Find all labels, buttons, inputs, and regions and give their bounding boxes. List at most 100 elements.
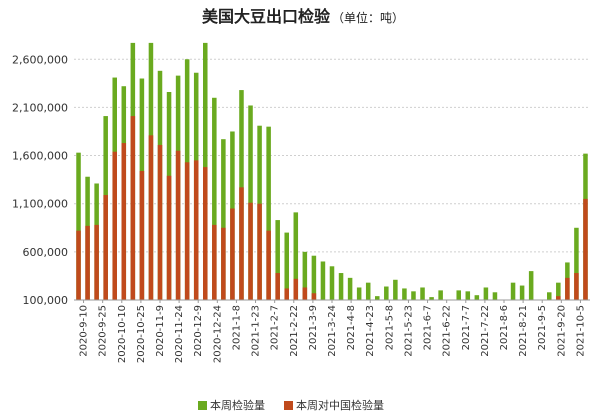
- bar-weekly-china: [239, 187, 244, 300]
- y-tick-label: 1,600,000: [12, 150, 68, 163]
- y-tick-label: 100,000: [23, 294, 69, 307]
- x-tick-label: 2020-11-24: [174, 305, 185, 363]
- x-tick-label: 2021-5-23: [403, 305, 414, 357]
- bar-weekly-total: [384, 286, 389, 300]
- y-axis: 100,000 600,000 1,100,000 1,600,000 2,100,00…: [12, 53, 68, 307]
- x-tick-label: 2021-8-21: [518, 305, 529, 357]
- bar-weekly-total: [365, 282, 371, 300]
- bar-weekly-china: [103, 195, 108, 300]
- bar-weekly-total: [329, 266, 335, 300]
- bar-weekly-china: [148, 135, 154, 300]
- bar-weekly-china: [85, 225, 90, 300]
- x-tick-label: 2020-10-25: [136, 305, 147, 363]
- bar-weekly-china: [275, 273, 280, 300]
- bar-weekly-total: [284, 232, 289, 300]
- bar-weekly-total: [293, 212, 299, 300]
- bar-weekly-total: [438, 290, 443, 300]
- legend-swatch: [284, 401, 293, 410]
- x-tick-label: 2021-6-22: [442, 305, 453, 357]
- bar-weekly-china: [193, 160, 199, 300]
- x-tick-label: 2021-3-9: [308, 305, 319, 350]
- bar-weekly-china: [184, 162, 190, 300]
- bar-weekly-total: [347, 277, 353, 300]
- bar-weekly-china: [221, 227, 226, 300]
- y-tick-label: 2,100,000: [12, 101, 68, 114]
- legend-label: 本周对中国检验量: [296, 398, 384, 412]
- bar-weekly-china: [257, 203, 262, 300]
- bar-weekly-china: [94, 224, 99, 300]
- x-tick-label: 2021-3-24: [327, 305, 338, 357]
- y-tick-label: 1,100,000: [12, 198, 68, 211]
- bar-weekly-total: [556, 282, 561, 300]
- x-tick-label: 2021-4-23: [365, 305, 376, 357]
- x-tick-label: 2021-10-5: [575, 305, 586, 357]
- bar-weekly-china: [293, 278, 299, 300]
- bar-weekly-total: [429, 297, 434, 300]
- bar-weekly-total: [411, 291, 416, 300]
- bar-weekly-china: [574, 273, 579, 300]
- bars: [76, 42, 588, 301]
- x-tick-label: 2021-5-8: [384, 305, 395, 350]
- bar-weekly-total: [465, 291, 471, 300]
- bar-weekly-china: [583, 198, 588, 300]
- bar-weekly-china: [212, 224, 217, 300]
- bar-weekly-china: [121, 143, 127, 300]
- y-tick-label: 600,000: [23, 246, 69, 259]
- bar-weekly-china: [112, 151, 117, 300]
- x-tick-label: 2021-9-5: [537, 305, 548, 350]
- bar-weekly-total: [311, 255, 317, 300]
- x-tick-label: 2021-8-6: [499, 305, 510, 350]
- legend-swatch: [198, 401, 207, 410]
- bar-weekly-total: [275, 220, 280, 300]
- bar-weekly-china: [175, 150, 181, 300]
- bar-weekly-total: [510, 282, 516, 300]
- bar-weekly-china: [166, 175, 172, 300]
- bar-weekly-total: [266, 126, 271, 301]
- bar-weekly-total: [302, 251, 308, 300]
- bar-weekly-total: [456, 290, 461, 300]
- x-tick-label: 2021-4-8: [346, 305, 357, 350]
- bar-weekly-china: [203, 167, 208, 300]
- x-tick-label: 2020-12-9: [193, 305, 204, 357]
- bar-weekly-total: [420, 287, 425, 300]
- bar-weekly-china: [266, 230, 271, 300]
- x-tick-label: 2020-10-10: [117, 305, 128, 363]
- x-tick-label: 2020-9-25: [98, 305, 109, 357]
- x-tick-label: 2020-11-9: [155, 305, 166, 357]
- bar-weekly-total: [338, 273, 344, 300]
- bar-weekly-total: [483, 287, 489, 300]
- bar-weekly-china: [76, 230, 81, 300]
- bar-weekly-china: [230, 208, 235, 300]
- bar-weekly-total: [528, 271, 534, 300]
- bar-weekly-china: [556, 296, 561, 300]
- chart-title-unit: （单位：吨）: [332, 10, 404, 25]
- bar-weekly-total: [375, 296, 380, 300]
- bar-weekly-total: [212, 97, 217, 301]
- x-axis: 2020-9-10 2020-9-25 2020-10-10 2020-10-25 20…: [79, 300, 586, 363]
- bar-weekly-china: [130, 116, 136, 301]
- x-tick-label: 2020-9-10: [79, 305, 90, 357]
- x-tick-label: 2021-1-8: [231, 305, 242, 350]
- bar-weekly-china: [311, 293, 317, 300]
- legend: 本周检验量 本周对中国检验量: [198, 398, 384, 412]
- bar-weekly-china: [139, 170, 145, 300]
- bar-weekly-china: [565, 277, 570, 300]
- bar-weekly-total: [221, 139, 226, 300]
- bar-weekly-china: [302, 287, 308, 300]
- x-tick-label: 2021-7-22: [480, 305, 491, 357]
- bar-weekly-total: [574, 227, 579, 300]
- chart-title: 美国大豆出口检验: [202, 7, 331, 26]
- bar-weekly-total: [320, 261, 326, 300]
- x-tick-label: 2021-2-7: [270, 305, 281, 350]
- bar-weekly-total: [356, 287, 362, 300]
- bar-weekly-total: [547, 292, 552, 300]
- bar-weekly-china: [157, 144, 163, 300]
- bar-weekly-total: [393, 279, 398, 300]
- bar-weekly-total: [402, 288, 407, 300]
- bar-weekly-total: [492, 292, 498, 300]
- bar-weekly-total: [76, 152, 81, 300]
- x-tick-label: 2021-6-7: [423, 305, 434, 350]
- legend-label: 本周检验量: [210, 398, 265, 412]
